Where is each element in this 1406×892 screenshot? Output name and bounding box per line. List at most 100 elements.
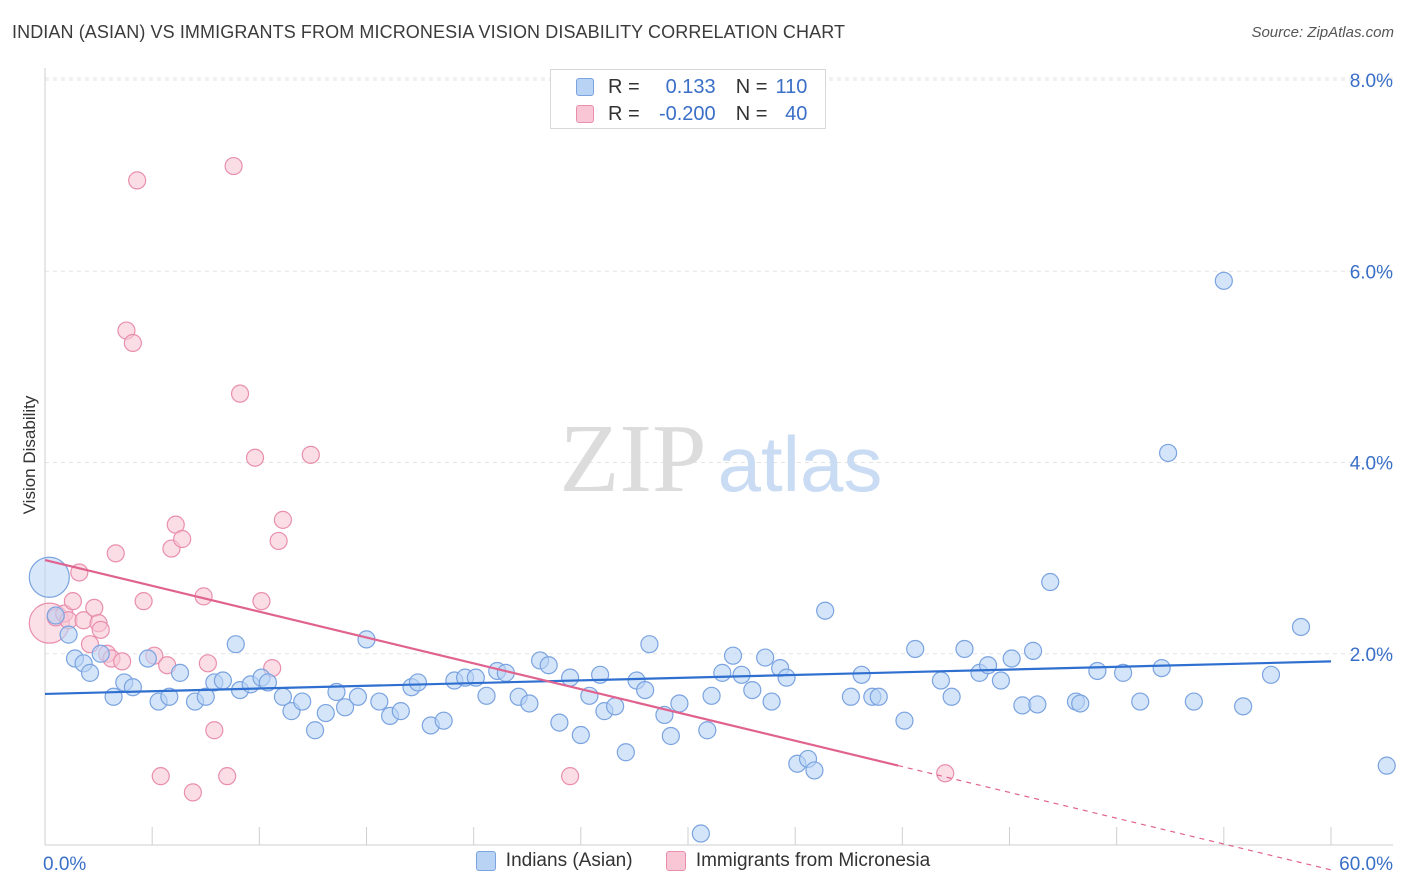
x-tick-label: 0.0% <box>43 854 86 875</box>
data-point-indians <box>91 644 110 663</box>
trend-lines <box>44 558 1332 871</box>
data-point-indians <box>477 686 496 705</box>
watermark-atlas: atlas <box>718 420 883 508</box>
data-point-micronesia <box>273 510 293 529</box>
series-legend: Indians (Asian) Immigrants from Micrones… <box>0 850 1406 877</box>
data-point-micronesia <box>128 171 147 190</box>
data-point-indians <box>434 711 453 730</box>
data-point-indians <box>670 694 689 713</box>
data-point-indians <box>46 606 65 625</box>
watermark-zip: ZIP <box>560 405 707 513</box>
data-point-indians <box>1131 692 1150 711</box>
legend-swatch-blue <box>576 78 594 96</box>
data-point-indians <box>160 687 179 706</box>
data-point-micronesia <box>269 531 288 551</box>
data-point-micronesia <box>252 592 271 611</box>
source-credit: Source: ZipAtlas.com <box>1251 24 1394 41</box>
y-tick-label: 2.0% <box>1350 645 1393 666</box>
data-point-indians <box>305 721 325 740</box>
data-point-indians <box>640 635 659 654</box>
data-point-indians <box>762 692 781 711</box>
data-point-indians <box>80 663 100 682</box>
legend-label-micronesia: Immigrants from Micronesia <box>695 850 931 871</box>
legend-n-label: N = <box>735 102 768 125</box>
data-point-micronesia <box>183 783 202 802</box>
data-point-indians <box>1214 271 1233 290</box>
data-point-indians <box>723 646 743 665</box>
legend-swatch-pink <box>576 105 594 123</box>
legend-swatch-pink <box>665 851 686 871</box>
data-point-indians <box>1291 617 1311 637</box>
legend-swatch-blue <box>475 851 496 871</box>
data-point-indians <box>1377 756 1396 775</box>
data-point-indians <box>370 692 389 711</box>
data-point-indians <box>348 687 368 706</box>
data-point-micronesia <box>113 652 132 671</box>
data-point-indians <box>1261 665 1281 684</box>
data-point-indians <box>293 692 312 711</box>
data-point-micronesia <box>123 333 142 353</box>
legend-r-value: 0.133 <box>665 75 716 98</box>
data-point-indians <box>391 702 410 721</box>
data-point-indians <box>571 725 590 745</box>
data-point-indians <box>213 671 232 690</box>
data-point-indians <box>316 703 335 723</box>
data-point-micronesia <box>151 767 170 786</box>
trend-line-micronesia-extension <box>897 764 1332 871</box>
data-point-micronesia <box>224 156 243 176</box>
legend-r-label: R = <box>608 75 640 98</box>
data-point-indians <box>942 687 961 706</box>
data-point-micronesia <box>218 767 237 786</box>
data-point-indians <box>616 743 635 762</box>
data-point-indians <box>1184 692 1203 711</box>
data-point-indians <box>991 671 1011 690</box>
data-point-indians <box>852 665 871 684</box>
data-point-micronesia <box>936 764 955 783</box>
data-point-indians <box>698 721 717 740</box>
data-point-indians <box>1071 694 1090 713</box>
data-point-micronesia <box>134 592 153 611</box>
data-point-indians <box>1002 649 1021 668</box>
trend-line-micronesia <box>44 558 899 767</box>
data-point-micronesia <box>173 529 192 549</box>
data-point-micronesia <box>205 721 224 740</box>
data-point-indians <box>520 694 539 713</box>
axes <box>44 68 1393 846</box>
data-point-micronesia <box>301 445 320 464</box>
data-point-indians <box>258 673 278 692</box>
legend-row-indians: R = 0.133 N = 110 <box>551 74 807 100</box>
data-point-micronesia <box>63 592 82 611</box>
data-point-micronesia <box>245 448 265 467</box>
data-point-indians <box>104 687 123 706</box>
data-point-indians <box>895 711 914 730</box>
data-point-indians <box>561 668 580 687</box>
y-tick-label: 8.0% <box>1350 71 1393 92</box>
data-point-micronesia <box>561 767 580 786</box>
data-point-indians <box>743 680 762 700</box>
data-point-indians <box>777 668 796 687</box>
data-point-indians <box>636 680 655 700</box>
data-point-indians <box>713 663 732 682</box>
legend-label-indians: Indians (Asian) <box>505 850 633 871</box>
data-point-indians <box>1113 663 1133 682</box>
trend-line-indians <box>44 660 1332 696</box>
data-point-indians <box>28 556 70 598</box>
data-point-indians <box>123 678 142 697</box>
data-point-indians <box>691 824 710 843</box>
data-point-indians <box>550 713 569 732</box>
data-point-indians <box>931 671 951 690</box>
legend-row-micronesia: R = -0.200 N = 40 <box>551 101 807 127</box>
series-indians-asian <box>28 271 1396 843</box>
y-tick-label: 4.0% <box>1350 454 1393 475</box>
data-point-indians <box>196 687 215 706</box>
data-point-indians <box>1013 696 1032 715</box>
data-point-indians <box>732 665 751 684</box>
chart-title: INDIAN (ASIAN) VS IMMIGRANTS FROM MICRON… <box>12 22 846 42</box>
data-point-indians <box>756 648 775 667</box>
data-point-indians <box>1152 658 1171 678</box>
data-point-indians <box>841 687 860 706</box>
data-point-indians <box>661 726 680 746</box>
data-point-micronesia <box>230 384 250 403</box>
tick-labels: 2.0% 4.0% 6.0% 8.0% 0.0% 60.0% <box>43 71 1393 875</box>
y-axis-label: Vision Disability <box>20 395 39 514</box>
